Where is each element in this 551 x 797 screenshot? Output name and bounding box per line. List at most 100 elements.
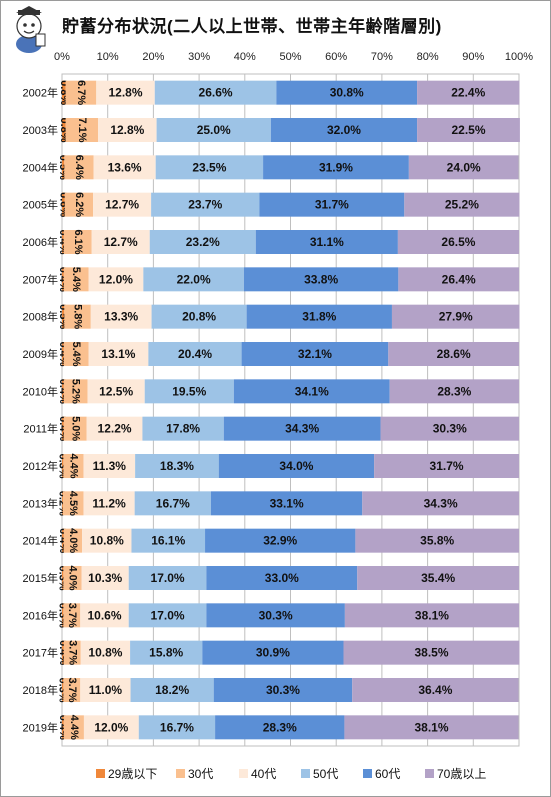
bar-segment: [83, 454, 136, 478]
bar-segment: [130, 678, 214, 702]
category-label: 2003年: [23, 123, 58, 137]
bar-segment: [91, 230, 150, 254]
data-label: 30.3%: [266, 683, 300, 697]
bar-segment: [62, 454, 64, 478]
bar-segment: [218, 454, 375, 478]
data-label: 11.0%: [89, 683, 123, 697]
data-label: 6.4%: [73, 155, 85, 180]
bar-segment: [388, 342, 519, 366]
data-label: 18.3%: [160, 459, 194, 473]
data-label: 35.8%: [420, 534, 454, 548]
bar-segment: [149, 230, 256, 254]
data-label: 10.6%: [87, 608, 121, 622]
bar-segment: [65, 118, 99, 142]
data-label: 34.1%: [295, 384, 329, 398]
data-label: 31.8%: [302, 310, 336, 324]
bar-segment: [130, 640, 203, 665]
bar-segment: [223, 416, 381, 441]
data-label: 13.3%: [104, 310, 138, 324]
data-label: 5.8%: [72, 304, 84, 329]
bar-segment: [64, 192, 94, 217]
data-label: 23.7%: [188, 198, 222, 212]
data-label: 10.8%: [90, 534, 124, 548]
bar-segment: [62, 379, 64, 404]
data-label: 3.7%: [66, 603, 78, 628]
data-label: 38.5%: [414, 646, 448, 660]
data-label: 35.4%: [421, 571, 455, 585]
data-label: 24.0%: [447, 160, 481, 174]
category-label: 2004年: [23, 160, 58, 174]
bar-segment: [88, 267, 144, 292]
bar-segment: [408, 155, 519, 180]
x-tick-label: 30%: [188, 51, 210, 63]
bar-segment: [62, 603, 64, 628]
data-label: 26.5%: [441, 235, 475, 249]
data-label: 38.1%: [414, 720, 448, 734]
data-label: 26.4%: [442, 272, 476, 286]
bar-segment: [276, 80, 418, 105]
bar-segment: [417, 80, 520, 105]
data-label: 22.5%: [451, 123, 485, 137]
bar-segment: [98, 118, 157, 142]
category-label: 2009年: [23, 347, 58, 361]
data-label: 3.7%: [66, 640, 78, 665]
data-label: 23.5%: [192, 160, 226, 174]
category-label: 2011年: [23, 422, 58, 436]
bar-segment: [155, 155, 264, 180]
bar-segment: [362, 491, 519, 516]
data-label: 32.1%: [298, 347, 332, 361]
bar-segment: [63, 640, 81, 665]
data-label: 25.2%: [445, 198, 479, 212]
bar-segment: [263, 155, 409, 180]
x-tick-label: 70%: [371, 51, 393, 63]
data-label: 6.1%: [72, 229, 84, 254]
bar-segment: [344, 603, 519, 628]
data-label: 13.1%: [101, 347, 135, 361]
bar-segment: [270, 118, 418, 142]
bar-segment: [206, 603, 345, 628]
category-label: 2014年: [23, 534, 58, 548]
bar-segment: [80, 640, 131, 665]
data-label: 33.0%: [265, 571, 299, 585]
category-label: 2010年: [23, 384, 58, 398]
bar-segment: [93, 155, 156, 180]
data-label: 12.0%: [99, 272, 133, 286]
bar-segment: [63, 528, 83, 553]
bar-segment: [355, 528, 519, 553]
data-label: 34.0%: [279, 459, 313, 473]
bar-segment: [62, 155, 65, 180]
bar-segment: [391, 304, 520, 329]
data-label: 38.1%: [415, 608, 449, 622]
data-label: 16.1%: [151, 534, 185, 548]
bar-segment: [151, 192, 260, 217]
bar-segment: [86, 416, 143, 441]
bar-segment: [246, 304, 392, 329]
bar-segment: [210, 491, 363, 516]
category-label: 2002年: [23, 86, 58, 100]
data-label: 28.3%: [263, 720, 297, 734]
data-label: 4.4%: [67, 453, 79, 478]
bar-segment: [62, 118, 66, 142]
legend-label: 40代: [251, 767, 277, 781]
legend-label: 50代: [313, 767, 339, 781]
data-label: 13.6%: [108, 160, 142, 174]
bar-segment: [417, 118, 520, 142]
data-label: 33.1%: [270, 496, 304, 510]
data-label: 15.8%: [149, 646, 183, 660]
bar-segment: [205, 528, 356, 553]
x-tick-label: 40%: [234, 51, 256, 63]
data-label: 4.5%: [67, 491, 79, 516]
data-label: 16.7%: [160, 720, 194, 734]
data-label: 12.8%: [109, 86, 143, 100]
legend-item: 40代: [239, 765, 276, 782]
bar-segment: [352, 678, 519, 702]
bar-segment: [151, 304, 247, 329]
bar-segment: [63, 454, 84, 478]
data-label: 5.4%: [70, 341, 82, 366]
data-label: 12.8%: [110, 123, 144, 137]
data-label: 36.4%: [418, 683, 452, 697]
data-label: 12.0%: [94, 720, 128, 734]
bar-segment: [82, 528, 132, 553]
bar-segment: [255, 230, 398, 254]
